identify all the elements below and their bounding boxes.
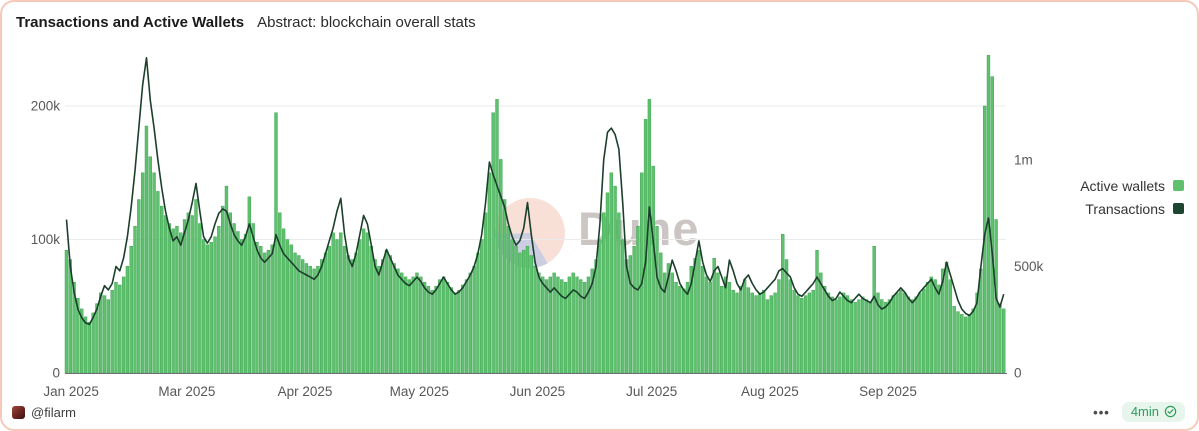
author-avatar: [12, 405, 25, 419]
refresh-badge[interactable]: 4min: [1121, 402, 1185, 422]
chart-legend: Active wallets Transactions: [1080, 174, 1184, 220]
transactions-swatch-icon: [1173, 203, 1184, 214]
chart-header: Transactions and Active Wallets Abstract…: [16, 14, 476, 31]
legend-item-active-wallets[interactable]: Active wallets: [1080, 174, 1184, 197]
svg-text:0: 0: [1014, 366, 1022, 381]
svg-text:0: 0: [52, 366, 60, 381]
author[interactable]: @filarm: [12, 405, 76, 420]
legend-label: Transactions: [1085, 200, 1165, 217]
svg-text:100k: 100k: [31, 232, 61, 247]
y-axis-right-labels: 0 500k 1m: [1014, 153, 1044, 381]
more-options-button[interactable]: •••: [1093, 404, 1110, 420]
x-axis-labels: Jan 2025 Mar 2025 Apr 2025 May 2025 Jun 2025…: [43, 384, 917, 399]
page-subtitle: Abstract: blockchain overall stats: [257, 14, 476, 31]
active-wallets-bars[interactable]: [64, 55, 1006, 374]
legend-label: Active wallets: [1080, 177, 1165, 194]
svg-text:Mar 2025: Mar 2025: [158, 384, 215, 399]
legend-item-transactions[interactable]: Transactions: [1080, 197, 1184, 220]
svg-text:Sep 2025: Sep 2025: [859, 384, 917, 399]
chart-footer: @filarm ••• 4min: [12, 402, 1185, 422]
svg-text:1m: 1m: [1014, 153, 1033, 168]
svg-text:500k: 500k: [1014, 259, 1044, 274]
svg-text:May 2025: May 2025: [390, 384, 449, 399]
svg-text:Apr 2025: Apr 2025: [278, 384, 333, 399]
svg-text:Jun 2025: Jun 2025: [510, 384, 566, 399]
svg-text:200k: 200k: [31, 99, 61, 114]
active-wallets-swatch-icon: [1173, 180, 1184, 191]
y-axis-left-labels: 0 100k 200k: [31, 99, 61, 381]
svg-text:Jan 2025: Jan 2025: [43, 384, 99, 399]
verified-check-icon: [1164, 405, 1177, 418]
refresh-badge-label: 4min: [1130, 404, 1159, 419]
svg-text:Jul 2025: Jul 2025: [626, 384, 677, 399]
author-handle: @filarm: [31, 404, 76, 420]
transactions-line[interactable]: [65, 56, 1005, 326]
footer-actions: ••• 4min: [1093, 402, 1185, 422]
page-title: Transactions and Active Wallets: [16, 14, 245, 31]
svg-text:Aug 2025: Aug 2025: [741, 384, 799, 399]
